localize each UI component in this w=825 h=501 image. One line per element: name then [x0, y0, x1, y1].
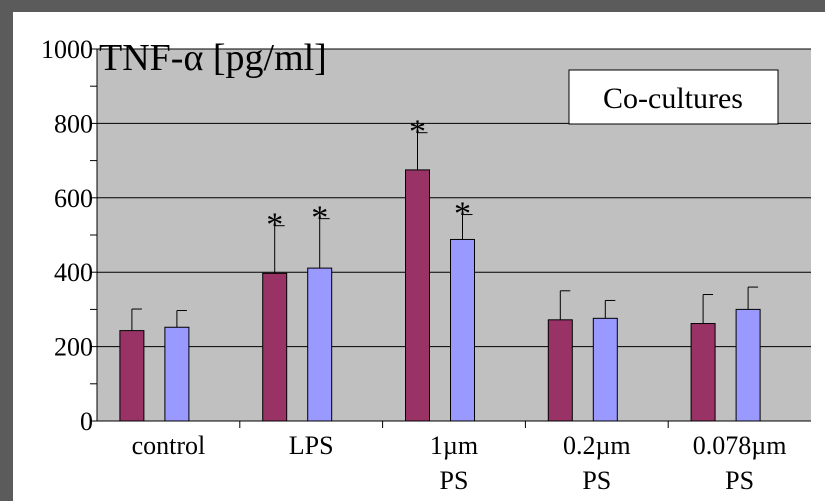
bar [164, 326, 190, 422]
bar [592, 317, 618, 422]
y-tick-label: 1000 [41, 35, 93, 64]
y-tick-label: 0 [80, 407, 93, 436]
bar-chart: 0 200 400 600 800 1000 * * * * control LPS 1µm PS 0.2µ… [41, 35, 811, 495]
bar [450, 238, 475, 422]
significance-marker: * [454, 196, 471, 233]
significance-marker: * [266, 207, 283, 244]
bar [690, 323, 716, 422]
category-label: LPS [289, 431, 334, 460]
category-label: PS [725, 466, 754, 495]
bar [547, 319, 573, 422]
category-label: 1µm [430, 431, 478, 460]
bar [307, 267, 333, 422]
y-tick-label: 600 [54, 184, 93, 213]
annotation-box: Co-cultures [568, 69, 779, 125]
category-label: PS [582, 466, 611, 495]
y-tick-label: 400 [54, 258, 93, 287]
significance-marker: * [311, 200, 328, 237]
category-label: control [132, 431, 206, 460]
category-label: 0.2µm [563, 431, 631, 460]
bar [262, 272, 288, 422]
y-tick-label: 800 [54, 109, 93, 138]
bar [405, 169, 430, 422]
category-label: 0.078µm [693, 431, 787, 460]
chart-frame: 0 200 400 600 800 1000 * * * * control LPS 1µm PS 0.2µ… [13, 12, 825, 501]
annotation-label: Co-cultures [603, 82, 743, 115]
chart-title: TNF-α [pg/ml] [99, 37, 327, 79]
category-label: PS [440, 466, 469, 495]
bar [735, 308, 761, 422]
y-tick-label: 200 [54, 333, 93, 362]
bar [119, 330, 145, 422]
significance-marker: * [409, 114, 426, 151]
